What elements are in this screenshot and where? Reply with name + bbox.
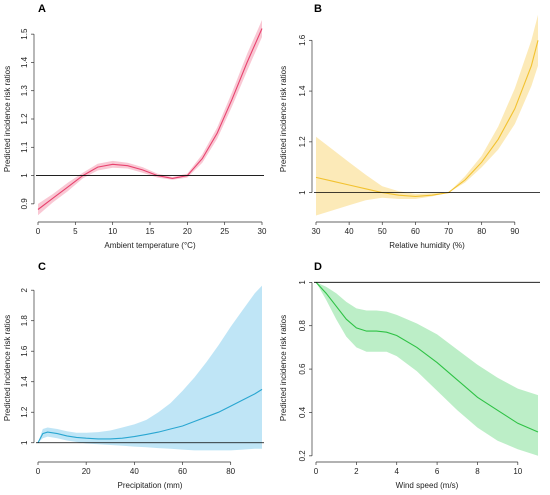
estimate-line — [37, 388, 263, 443]
x-tick-label: 25 — [220, 227, 229, 236]
x-tick-label: 0 — [314, 467, 319, 476]
x-tick-label: 6 — [435, 467, 440, 476]
panel-letter: D — [314, 261, 322, 273]
estimate-line — [315, 281, 539, 433]
x-tick-label: 70 — [444, 227, 453, 236]
confidence-band — [316, 14, 538, 216]
x-tick-label: 5 — [73, 227, 78, 236]
y-tick-label: 1 — [298, 280, 307, 285]
y-tick-label: 1.4 — [298, 85, 307, 97]
y-tick-label: 1 — [20, 440, 29, 445]
y-tick-label: 0.6 — [298, 363, 307, 375]
x-tick-label: 8 — [475, 467, 480, 476]
x-tick-label: 60 — [411, 227, 420, 236]
x-axis-label: Ambient temperature (°C) — [104, 241, 196, 250]
panel-letter: A — [38, 3, 46, 15]
y-tick-label: 0.2 — [298, 450, 307, 462]
x-axis-label: Relative humidity (%) — [389, 241, 465, 250]
y-tick-label: 1.6 — [20, 345, 29, 357]
x-tick-label: 2 — [354, 467, 359, 476]
x-axis-label: Wind speed (m/s) — [396, 481, 459, 490]
y-tick-label: 1.2 — [298, 136, 307, 148]
y-tick-label: 1.5 — [20, 28, 29, 40]
y-axis-label: Predicted incidence risk ratios — [279, 66, 288, 172]
x-tick-label: 15 — [146, 227, 155, 236]
x-tick-label: 30 — [258, 227, 267, 236]
x-tick-label: 90 — [510, 227, 519, 236]
panel-letter: B — [314, 3, 322, 15]
y-axis-label: Predicted incidence risk ratios — [3, 315, 12, 421]
x-tick-label: 50 — [378, 227, 387, 236]
y-tick-label: 1 — [298, 190, 307, 195]
y-axis-label: Predicted incidence risk ratios — [279, 315, 288, 421]
x-tick-label: 10 — [108, 227, 117, 236]
x-tick-label: 80 — [226, 467, 235, 476]
estimate-line — [315, 40, 539, 197]
x-tick-label: 40 — [130, 467, 139, 476]
x-tick-label: 0 — [36, 227, 41, 236]
x-tick-label: 10 — [513, 467, 522, 476]
x-tick-label: 60 — [178, 467, 187, 476]
y-tick-label: 0.8 — [298, 320, 307, 332]
x-tick-label: 20 — [82, 467, 91, 476]
confidence-band — [316, 282, 538, 456]
x-axis-label: Precipitation (mm) — [118, 481, 183, 490]
x-tick-label: 0 — [36, 467, 41, 476]
y-tick-label: 1.1 — [20, 141, 29, 153]
panel-letter: C — [38, 261, 46, 273]
y-tick-label: 1.4 — [20, 376, 29, 388]
x-tick-label: 80 — [477, 227, 486, 236]
y-tick-label: 0.4 — [298, 406, 307, 418]
y-tick-label: 1.2 — [20, 113, 29, 125]
panel-b: B 1 1.2 1.4 1.6 30 40 50 60 70 80 90 Relative humidi… — [279, 3, 540, 250]
y-tick-label: 1.3 — [20, 85, 29, 97]
x-tick-label: 20 — [183, 227, 192, 236]
x-tick-label: 30 — [312, 227, 321, 236]
y-tick-label: 1 — [20, 173, 29, 178]
confidence-band — [38, 285, 262, 451]
confidence-band — [38, 20, 262, 216]
y-tick-label: 2 — [20, 287, 29, 292]
x-tick-label: 4 — [395, 467, 400, 476]
panel-a: A 0.9 1 1.1 1.2 1.3 1.4 1.5 0 5 10 15 20 25 30 Ambient … — [3, 3, 267, 250]
estimate-line — [37, 28, 263, 210]
y-tick-label: 1.4 — [20, 56, 29, 68]
x-tick-label: 40 — [345, 227, 354, 236]
y-tick-label: 0.9 — [20, 198, 29, 210]
y-tick-label: 1.2 — [20, 406, 29, 418]
y-axis-label: Predicted incidence risk ratios — [3, 66, 12, 172]
y-tick-label: 1.6 — [298, 34, 307, 46]
y-tick-label: 1.8 — [20, 315, 29, 327]
